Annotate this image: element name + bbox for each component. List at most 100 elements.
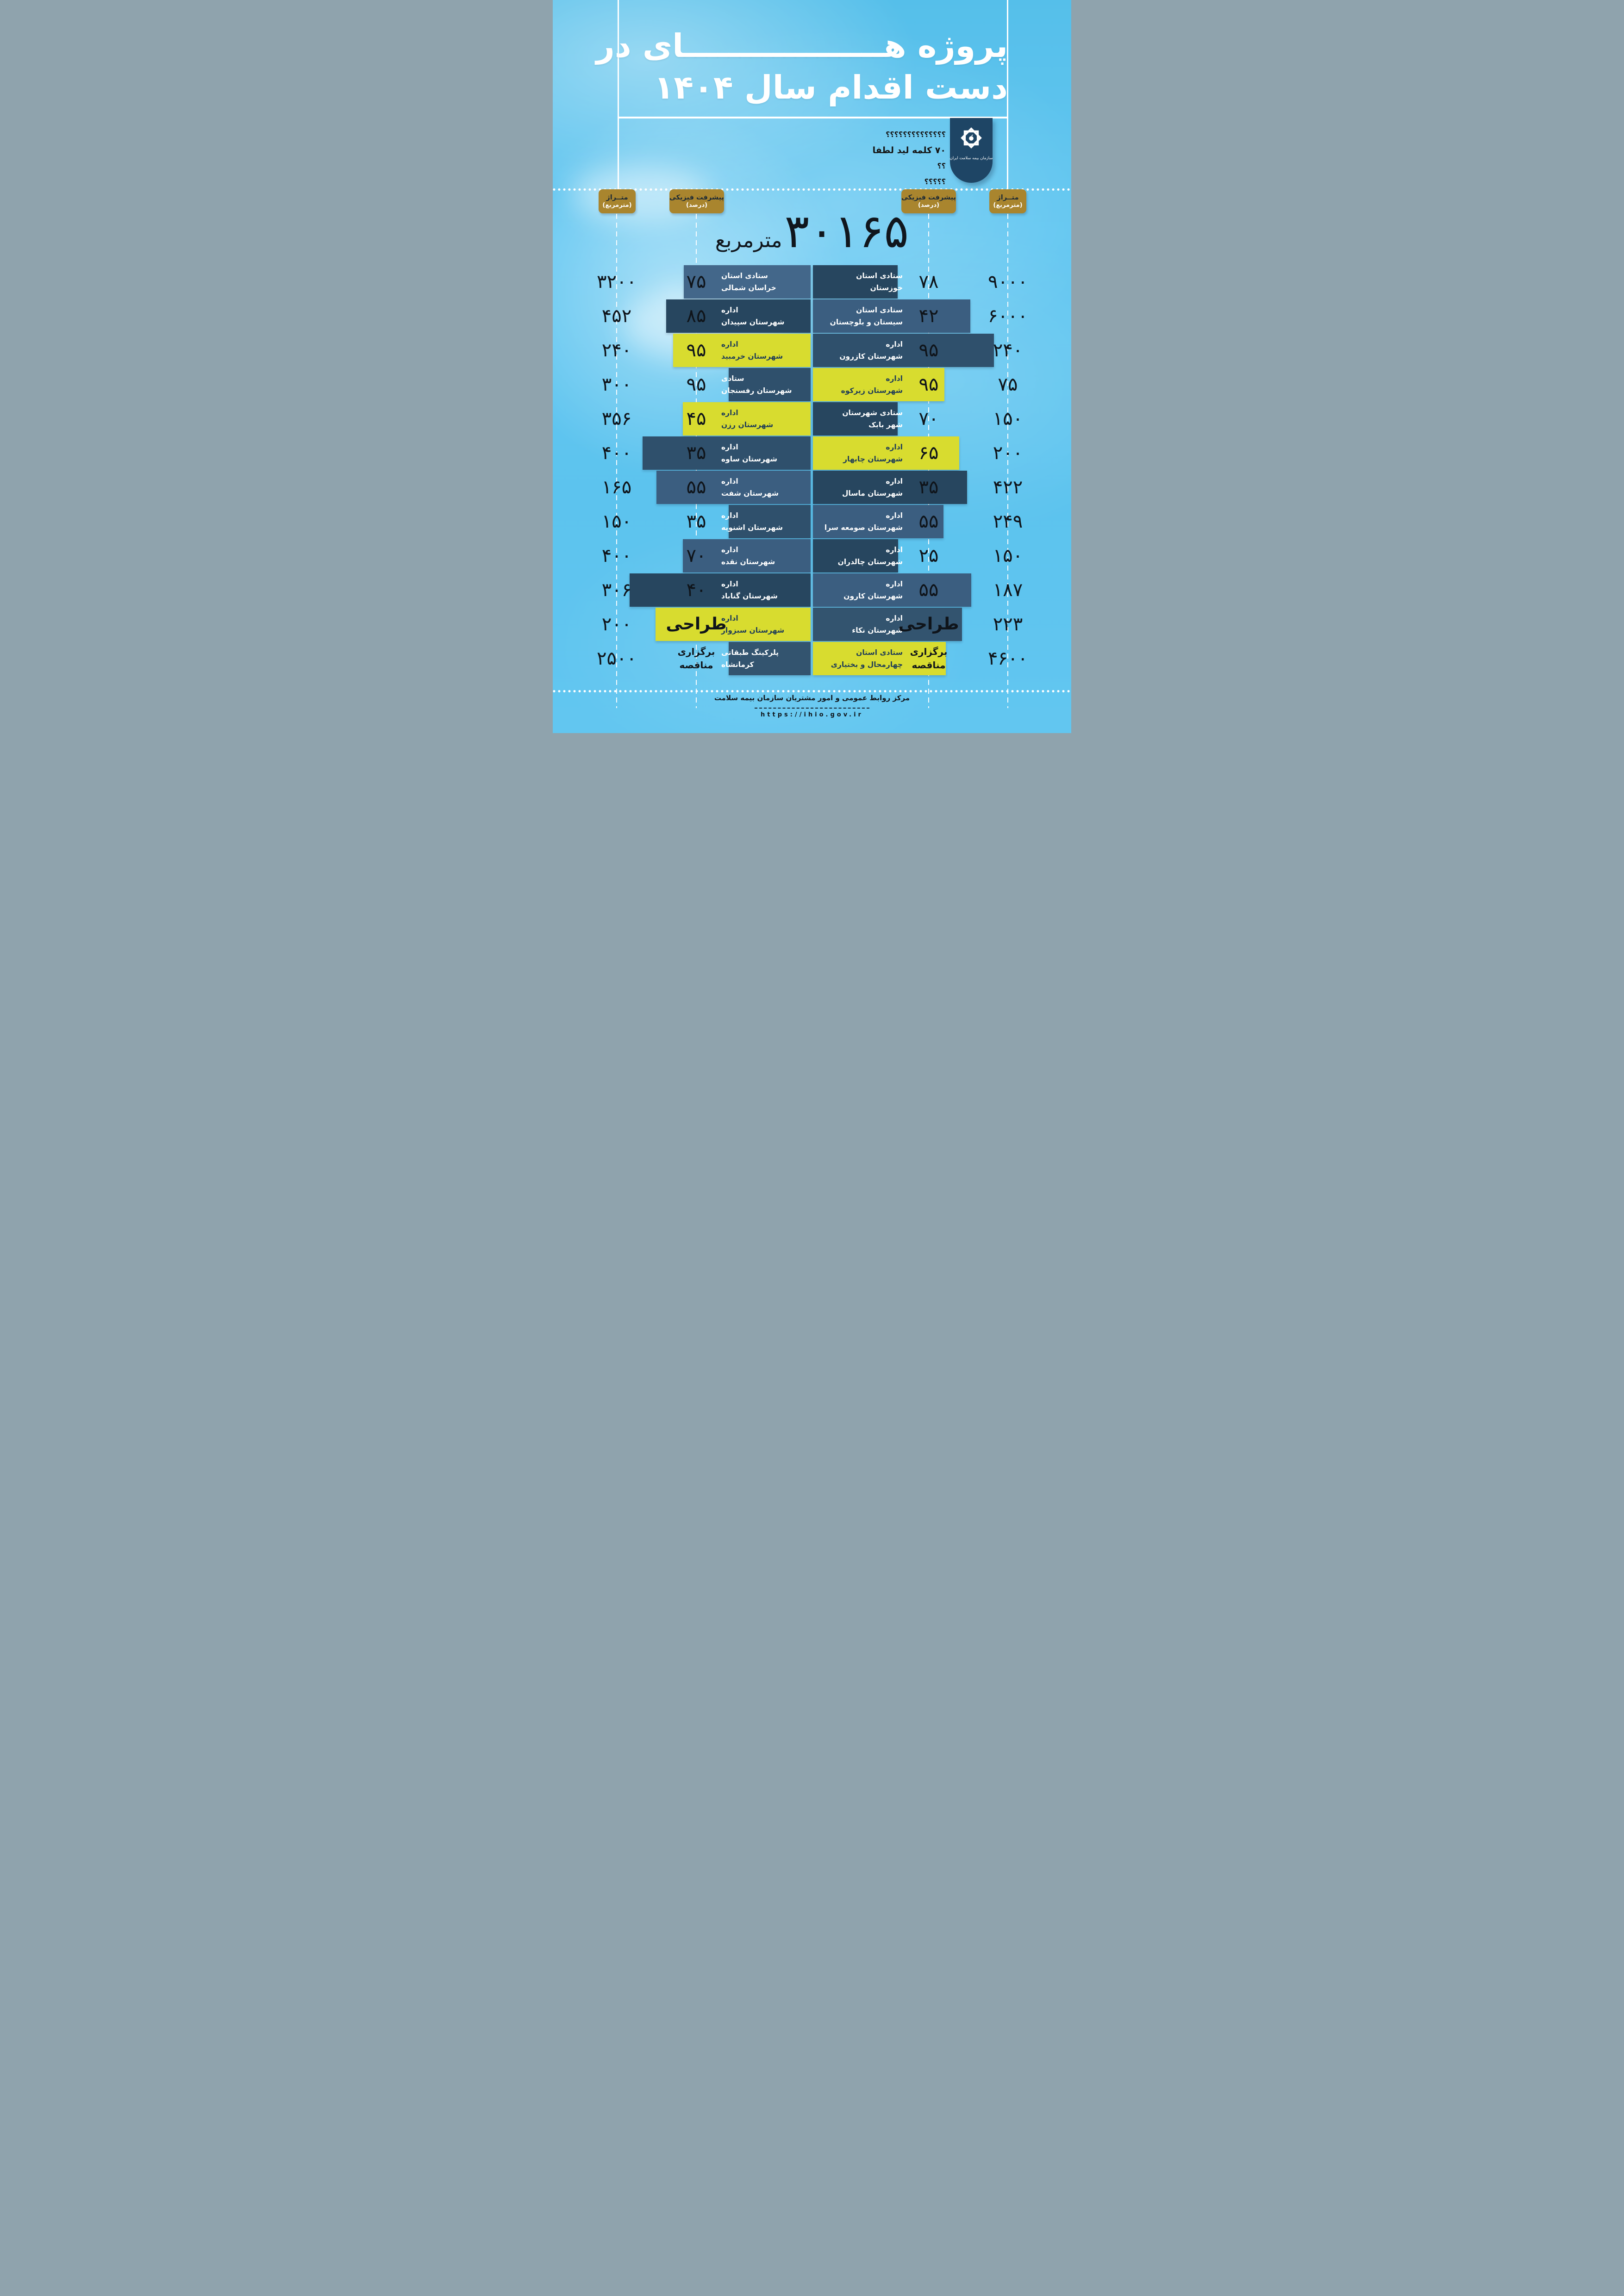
project-name-line2: شهرستان سبزوار <box>721 626 785 635</box>
progress-status-line2: مناقصه <box>912 660 946 671</box>
project-name-line1: پلرکینگ طبقاتی <box>721 648 779 657</box>
project-name-line2: خراسان شمالی <box>721 284 776 292</box>
project-name-right-2: ستادی استان سیستان و بلوچستان <box>820 299 903 333</box>
progress-value-right-11: طراحی <box>898 615 959 634</box>
project-name-left-8: اداره شهرستان اشنویه <box>721 505 804 538</box>
project-name-line2: شهرستان چابهار <box>843 455 903 463</box>
project-name-line1: اداره <box>886 511 903 520</box>
project-bar-left-6 <box>643 436 811 470</box>
infographic-poster: پروژه هــــــــــــــــــای در دست اقدام… <box>553 0 1071 733</box>
progress-value-right-7: ۳۵ <box>918 477 939 498</box>
project-name-line2: شهرستان خرمبید <box>721 352 783 361</box>
frame-line-left <box>618 0 619 189</box>
lead-line: ؟؟ <box>937 162 946 170</box>
project-bar-left-12 <box>729 642 811 675</box>
lead-line: ؟؟؟؟؟ <box>924 177 946 186</box>
progress-status-line2: مناقصه <box>679 660 713 671</box>
project-name-line2: شهرستان شفت <box>721 489 779 498</box>
project-bar-left-11 <box>656 608 811 641</box>
progress-value-right-1: ۷۸ <box>918 271 939 292</box>
project-bar-left-4 <box>729 368 811 401</box>
project-name-line1: اداره <box>721 614 738 622</box>
project-bar-right-2 <box>813 299 970 333</box>
progress-value-right-3: ۹۵ <box>918 340 939 361</box>
project-bar-right-12 <box>813 642 946 675</box>
project-name-line2: شهرستان چالدران <box>837 558 903 566</box>
header-area-right: متــراژ (مترمربع) <box>989 189 1026 213</box>
project-bar-left-9 <box>683 539 811 572</box>
header-sublabel: (درصد) <box>686 201 708 209</box>
progress-value-right-5: ۷۰ <box>918 408 939 429</box>
project-name-line1: ستادی استان <box>856 272 903 280</box>
project-name-left-6: اداره شهرستان ساوه <box>721 436 804 470</box>
project-name-line1: ستادی استان <box>856 648 903 657</box>
header-sublabel: (مترمربع) <box>602 201 632 209</box>
project-name-left-5: اداره شهرستان رزن <box>721 402 804 436</box>
project-name-line1: ستادی <box>721 374 744 383</box>
project-name-left-3: اداره شهرستان خرمبید <box>721 334 804 367</box>
logo-caption: سازمان بیمه سلامت ایران <box>949 156 993 161</box>
project-name-right-10: اداره شهرستان کارون <box>820 573 903 607</box>
project-bar-right-9 <box>813 539 898 572</box>
knot-emblem-icon <box>959 125 984 152</box>
area-value-right-10: ۱۸۷ <box>993 579 1023 601</box>
progress-value-left-9: ۷۰ <box>686 545 706 566</box>
header-sublabel: (مترمربع) <box>993 201 1023 209</box>
project-name-line2: شهرستان ماسال <box>842 489 903 498</box>
project-name-line2: شهرستان زیرکوه <box>841 386 903 395</box>
area-value-left-7: ۱۶۵ <box>601 477 632 498</box>
project-name-line2: شهرستان رفسنجان <box>721 386 792 395</box>
project-name-right-12: ستادی استان چهارمحال و بختیاری <box>820 642 903 675</box>
area-value-right-9: ۱۵۰ <box>993 545 1023 566</box>
project-bar-left-7 <box>656 471 811 504</box>
project-bar-right-3 <box>813 334 994 367</box>
project-name-line1: اداره <box>721 306 738 314</box>
area-value-left-11: ۲۰۰ <box>601 614 632 635</box>
project-bar-right-11 <box>813 608 962 641</box>
project-name-left-9: اداره شهرستان نقده <box>721 539 804 572</box>
project-bar-right-4 <box>813 368 944 401</box>
project-name-left-2: اداره شهرستان سپیدان <box>721 299 804 333</box>
area-value-left-2: ۴۵۲ <box>601 305 632 327</box>
project-name-left-7: اداره شهرستان شفت <box>721 471 804 504</box>
progress-status-left-12: برگزاری مناقصه <box>662 642 731 675</box>
project-bar-right-7 <box>813 471 967 504</box>
project-name-line2: سیستان و بلوچستان <box>830 318 903 326</box>
project-name-line2: چهارمحال و بختیاری <box>831 660 903 669</box>
progress-value-right-6: ۶۵ <box>918 442 939 464</box>
area-value-left-6: ۴۰۰ <box>601 442 632 464</box>
project-name-left-4: ستادی شهرستان رفسنجان <box>721 368 804 401</box>
area-value-left-9: ۴۰۰ <box>601 545 632 566</box>
project-name-right-8: اداره شهرستان صومعه سرا <box>820 505 903 538</box>
title-rule <box>618 117 1008 118</box>
progress-value-right-2: ۴۲ <box>918 305 939 327</box>
project-name-line1: اداره <box>721 477 738 485</box>
header-label: پیشرفت فیزیکی <box>669 193 724 201</box>
frame-line-right <box>1007 0 1008 189</box>
project-name-left-11: اداره شهرستان سبزوار <box>721 608 804 641</box>
project-name-line1: ستادی استان <box>721 272 768 280</box>
project-bar-left-2 <box>666 299 811 333</box>
footer-divider <box>755 708 869 709</box>
progress-status-line1: برگزاری <box>677 646 715 657</box>
header-sublabel: (درصد) <box>918 201 940 209</box>
project-name-right-6: اداره شهرستان چابهار <box>820 436 903 470</box>
progress-value-left-5: ۴۵ <box>686 408 706 429</box>
project-bar-left-1 <box>684 265 811 299</box>
project-name-line1: اداره <box>886 374 903 383</box>
project-name-line2: شهر بابک <box>868 421 903 429</box>
area-value-right-2: ۶۰۰۰ <box>988 305 1028 327</box>
area-value-right-11: ۲۲۳ <box>993 614 1023 635</box>
area-value-left-10: ۳۰۶ <box>601 579 632 601</box>
progress-status-line1: برگزاری <box>910 646 948 657</box>
progress-value-left-3: ۹۵ <box>686 340 706 361</box>
area-value-right-4: ۷۵ <box>998 374 1018 395</box>
area-value-left-1: ۳۲۰۰ <box>597 271 637 292</box>
project-name-line1: اداره <box>721 443 738 451</box>
area-value-right-3: ۲۴۰ <box>993 340 1023 361</box>
area-value-left-4: ۳۰۰ <box>601 374 632 395</box>
project-name-line2: شهرستان اشنویه <box>721 523 783 532</box>
progress-value-right-8: ۵۵ <box>918 511 939 532</box>
project-bar-right-10 <box>813 573 971 607</box>
progress-value-left-11: طراحی <box>666 615 727 634</box>
